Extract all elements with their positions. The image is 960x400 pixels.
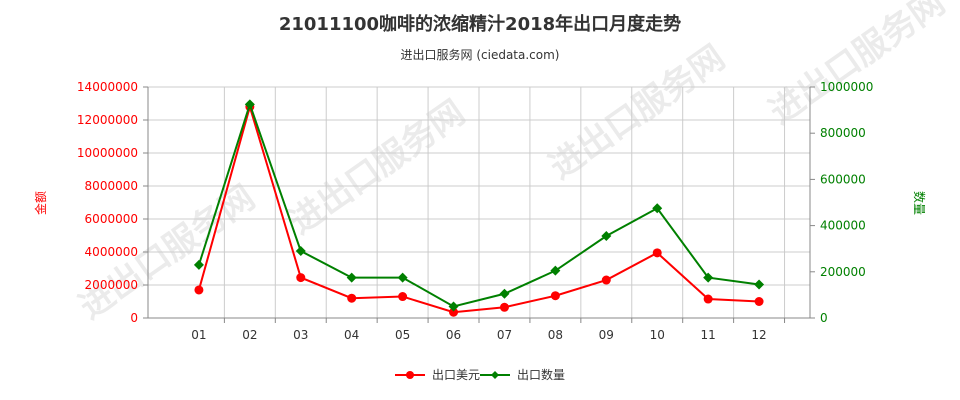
left-axis-tick-label: 4000000 — [85, 245, 138, 259]
chart-subtitle: 进出口服务网 (ciedata.com) — [401, 47, 560, 62]
data-point — [754, 279, 765, 290]
right-axis-label: 数量 — [912, 191, 927, 215]
series — [193, 99, 765, 317]
data-point — [652, 248, 662, 258]
chart-title: 21011100咖啡的浓缩精汁2018年出口月度走势 — [279, 13, 681, 35]
right-axis-tick-label: 200000 — [820, 265, 866, 279]
x-axis-ticks: 01 02 03 04 05 06 07 08 09 10 11 12 — [191, 318, 786, 342]
data-point — [703, 272, 714, 283]
legend-item-export-usd: 出口美元 — [395, 368, 480, 382]
series-export-quantity — [193, 99, 765, 312]
legend-label: 出口美元 — [432, 368, 480, 382]
left-axis-tick-label: 14000000 — [77, 80, 138, 94]
x-axis-tick-label: 11 — [701, 328, 716, 342]
data-point — [296, 273, 306, 283]
left-axis-tick-label: 2000000 — [85, 278, 138, 292]
data-point — [499, 302, 509, 312]
data-point — [397, 272, 408, 283]
right-axis-tick-label: 400000 — [820, 219, 866, 233]
left-axis-tick-label: 8000000 — [85, 179, 138, 193]
legend: 出口美元 出口数量 — [395, 367, 565, 382]
data-point — [550, 291, 560, 301]
data-point — [754, 297, 764, 306]
data-point — [601, 230, 612, 241]
watermark-text: 进出口服务网 — [762, 0, 952, 132]
data-point — [347, 293, 357, 303]
data-point — [398, 292, 408, 302]
left-axis-ticks: 0 2000000 4000000 6000000 8000000 10000000 120… — [77, 80, 148, 325]
data-point — [193, 259, 204, 270]
right-axis-ticks: 0 200000 400000 600000 800000 1000000 — [810, 80, 873, 325]
x-axis-tick-label: 07 — [497, 328, 512, 342]
data-point — [703, 294, 713, 304]
legend-item-export-quantity: 出口数量 — [480, 367, 565, 382]
x-axis-tick-label: 01 — [191, 328, 206, 342]
x-axis-tick-label: 06 — [446, 328, 461, 342]
data-point — [449, 307, 459, 317]
left-axis-tick-label: 0 — [130, 311, 138, 325]
right-axis-tick-label: 0 — [820, 311, 828, 325]
x-axis-tick-label: 12 — [751, 328, 766, 342]
right-axis-tick-label: 600000 — [820, 172, 866, 186]
data-point — [346, 272, 357, 283]
data-point — [499, 288, 510, 299]
series-line — [197, 103, 760, 314]
legend-label: 出口数量 — [517, 367, 565, 382]
data-point — [295, 246, 306, 257]
left-axis-label: 金额 — [33, 191, 48, 215]
data-point — [244, 99, 255, 110]
x-axis-tick-label: 02 — [242, 328, 257, 342]
x-axis-tick-label: 05 — [395, 328, 410, 342]
right-axis-tick-label: 1000000 — [820, 80, 873, 94]
left-axis-tick-label: 6000000 — [85, 212, 138, 226]
watermark-text: 进出口服务网 — [542, 38, 732, 188]
x-axis-tick-label: 10 — [650, 328, 665, 342]
left-axis-tick-label: 10000000 — [77, 146, 138, 160]
data-point — [448, 301, 459, 312]
x-axis-tick-label: 03 — [293, 328, 308, 342]
data-point — [550, 265, 561, 276]
x-axis-tick-label: 04 — [344, 328, 359, 342]
x-axis-tick-label: 08 — [548, 328, 563, 342]
x-axis-tick-label: 09 — [599, 328, 614, 342]
right-axis-tick-label: 800000 — [820, 126, 866, 140]
left-axis-tick-label: 12000000 — [77, 113, 138, 127]
data-point — [652, 203, 663, 214]
series-line — [197, 101, 760, 308]
data-point — [601, 275, 611, 285]
data-point — [194, 285, 204, 295]
